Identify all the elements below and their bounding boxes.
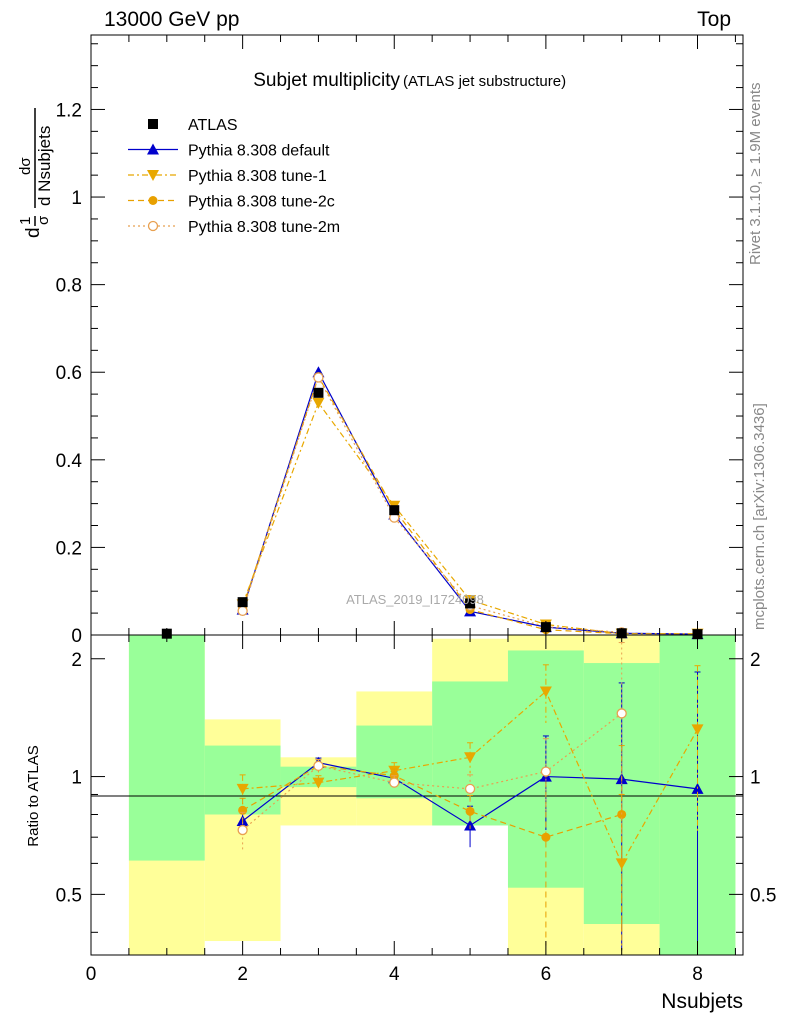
ratio-series-marker [236, 783, 249, 795]
y-tick-label-ratio: 2 [71, 650, 82, 671]
ylabel-main-sigma: σ [35, 215, 52, 225]
y-tick-label-ratio-right: 0.5 [750, 885, 776, 906]
y-axis-label-main: d 1 σ dσ d Nsubjets [17, 108, 54, 238]
ratio-series-marker [539, 686, 552, 698]
ratio-series-marker [464, 819, 477, 831]
ratio-series-marker [464, 752, 477, 764]
ylabel-main-d: d [23, 227, 44, 238]
ratio-uncertainty-bands [128, 635, 736, 955]
chart-subtitle: (ATLAS jet substructure) [403, 73, 566, 90]
y-tick-label-main: 0.2 [56, 538, 82, 559]
legend-label: Pythia 8.308 default [188, 143, 330, 160]
band-green-bin [128, 635, 205, 861]
y-tick-label-ratio-right: 2 [750, 650, 761, 671]
data-point [313, 387, 324, 398]
ratio-series-marker [541, 832, 551, 842]
y-tick-label-main: 0.8 [56, 276, 82, 297]
x-tick-label: 8 [692, 964, 703, 985]
ratio-series-marker [313, 760, 324, 772]
ratio-series-marker [691, 724, 704, 736]
data-point [465, 598, 476, 609]
y-tick-label-main: 0.6 [56, 363, 82, 384]
ratio-series-line [242, 765, 622, 838]
legend-label: Pythia 8.308 tune-2c [188, 194, 335, 211]
legend-label: ATLAS [188, 117, 238, 134]
x-tick-label: 4 [389, 964, 400, 985]
ratio-series-marker [465, 806, 475, 816]
ratio-plot-frame [90, 634, 744, 956]
x-axis-label: Nsubjets [661, 990, 743, 1013]
y-tick-label-ratio: 1 [71, 768, 82, 789]
ratio-series-marker [540, 766, 552, 777]
y-tick-label-ratio: 0.5 [56, 885, 82, 906]
rivet-version-label: Rivet 3.1.10, ≥ 1.9M events [747, 83, 764, 266]
axis-ticks: 0 2 4 6 8 0 0.2 0.4 0.6 0.8 1 1.2 0.5 0.5 1 1 2 2 [56, 35, 776, 985]
y-tick-label-main: 0 [71, 626, 82, 647]
legend-marker [148, 119, 158, 129]
ylabel-main-dsigma: dσ [17, 157, 34, 175]
ratio-series-marker [615, 858, 628, 870]
ratio-series-marker [616, 708, 627, 719]
chart-title: Subjet multiplicity [253, 70, 400, 91]
ylabel-main-dn: d Nsubjets [35, 126, 54, 206]
ratio-series-marker [237, 824, 248, 836]
legend-marker [147, 220, 159, 232]
ratio-series-marker [389, 777, 400, 788]
y-tick-label-main: 1 [71, 188, 82, 209]
ratio-series-group [236, 642, 704, 951]
legend-marker [148, 196, 158, 205]
main-series-marker [237, 605, 248, 617]
y-tick-label-main: 0.4 [56, 451, 83, 472]
ylabel-main-one: 1 [17, 217, 34, 225]
ratio-series-marker [464, 783, 476, 795]
analysis-watermark: ATLAS_2019_I1724098 [346, 592, 484, 607]
y-axis-label-ratio: Ratio to ATLAS [25, 745, 42, 846]
ratio-series-line [242, 712, 623, 831]
legend-label: Pythia 8.308 tune-1 [188, 168, 327, 185]
x-tick-label: 0 [86, 964, 97, 985]
ratio-series-marker [312, 777, 325, 789]
legend-marker [147, 143, 159, 155]
energy-label: 13000 GeV pp [104, 8, 240, 31]
y-tick-label-main: 1.2 [56, 100, 82, 121]
main-series-marker [313, 372, 324, 383]
process-label: Top [697, 8, 731, 31]
data-point [237, 597, 248, 608]
mcplots-label: mcplots.cern.ch [arXiv:1306.3436] [751, 403, 768, 630]
legend-marker [147, 170, 159, 181]
x-tick-label: 2 [237, 964, 248, 985]
y-tick-label-ratio-right: 1 [750, 768, 761, 789]
x-tick-label: 6 [541, 964, 552, 985]
data-point [389, 505, 400, 516]
main-series-marker [312, 397, 325, 409]
legend-label: Pythia 8.308 tune-2m [188, 219, 340, 236]
legend: ATLAS Pythia 8.308 default Pythia 8.308 tu… [128, 117, 340, 236]
